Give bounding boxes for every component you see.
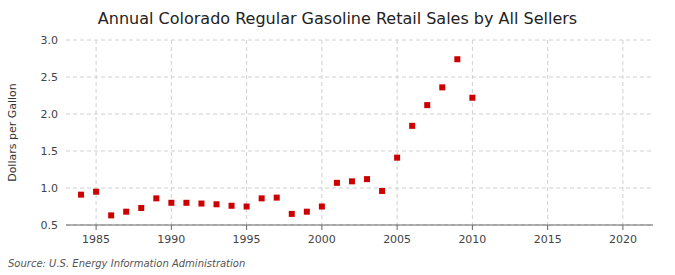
y-grid-line xyxy=(66,225,653,226)
chart-container: Annual Colorado Regular Gasoline Retail … xyxy=(0,0,675,275)
x-grid-line xyxy=(171,40,172,225)
y-grid-line xyxy=(66,114,653,115)
y-grid-line xyxy=(66,77,653,78)
x-grid-line xyxy=(472,40,473,225)
point xyxy=(469,95,475,101)
y-tick-label: 1.5 xyxy=(41,145,59,158)
x-tick xyxy=(96,225,97,230)
x-tick-label: 1985 xyxy=(82,233,110,246)
x-tick-label: 2010 xyxy=(458,233,486,246)
point xyxy=(334,180,340,186)
x-tick xyxy=(397,225,398,230)
x-tick xyxy=(622,225,623,230)
axes: 0.5 1.0 1.5 2.0 2.5 3.0 1985 1990 1995 2000 2005 20… xyxy=(41,34,654,246)
point xyxy=(168,200,174,206)
point xyxy=(259,195,265,201)
title: Annual Colorado Regular Gasoline Retail … xyxy=(98,9,577,28)
y-tick-label: 2.0 xyxy=(41,108,59,121)
x-tick xyxy=(321,225,322,230)
x-tick xyxy=(246,225,247,230)
y-grid-line xyxy=(66,40,653,41)
point xyxy=(123,209,129,215)
x-grid-line xyxy=(397,40,398,225)
x-grid-line xyxy=(547,40,548,225)
point xyxy=(78,192,84,198)
point xyxy=(394,155,400,161)
point xyxy=(183,200,189,206)
x-grid-line xyxy=(321,40,322,225)
x-tick-label: 2015 xyxy=(534,233,562,246)
point xyxy=(229,203,235,209)
x-axis-line xyxy=(66,225,653,226)
point xyxy=(349,178,355,184)
point xyxy=(454,56,460,62)
x-tick xyxy=(472,225,473,230)
point xyxy=(304,209,310,215)
x-grid-line xyxy=(246,40,247,225)
x-grid-line xyxy=(96,40,97,225)
x-tick-label: 2020 xyxy=(609,233,637,246)
chart: Annual Colorado Regular Gasoline Retail … xyxy=(0,0,675,275)
point xyxy=(364,176,370,182)
point xyxy=(319,204,325,210)
y-tick-label: 1.0 xyxy=(41,182,59,195)
y-grid-line xyxy=(66,188,653,189)
source-note: Source: U.S. Energy Information Administ… xyxy=(8,258,245,269)
point xyxy=(153,195,159,201)
x-tick xyxy=(547,225,548,230)
y-grid-line xyxy=(66,151,653,152)
grid xyxy=(66,40,653,225)
point xyxy=(198,201,204,207)
x-tick xyxy=(171,225,172,230)
points xyxy=(78,56,475,218)
y-tick-label: 2.5 xyxy=(41,71,59,84)
x-tick-label: 1995 xyxy=(233,233,261,246)
y-axis-label: Dollars per Gallon xyxy=(6,83,19,182)
point xyxy=(244,204,250,210)
point xyxy=(289,211,295,217)
point xyxy=(379,188,385,194)
x-tick-label: 2000 xyxy=(308,233,336,246)
point xyxy=(108,212,114,218)
point xyxy=(274,195,280,201)
background xyxy=(0,0,675,275)
point xyxy=(409,123,415,129)
point xyxy=(439,84,445,90)
point xyxy=(214,201,220,207)
x-tick-label: 2005 xyxy=(383,233,411,246)
point xyxy=(93,189,99,195)
point xyxy=(138,205,144,211)
point xyxy=(424,102,430,108)
y-tick-label: 0.5 xyxy=(41,219,59,232)
x-tick-label: 1990 xyxy=(157,233,185,246)
x-grid-line xyxy=(622,40,623,225)
y-tick-label: 3.0 xyxy=(41,34,59,47)
